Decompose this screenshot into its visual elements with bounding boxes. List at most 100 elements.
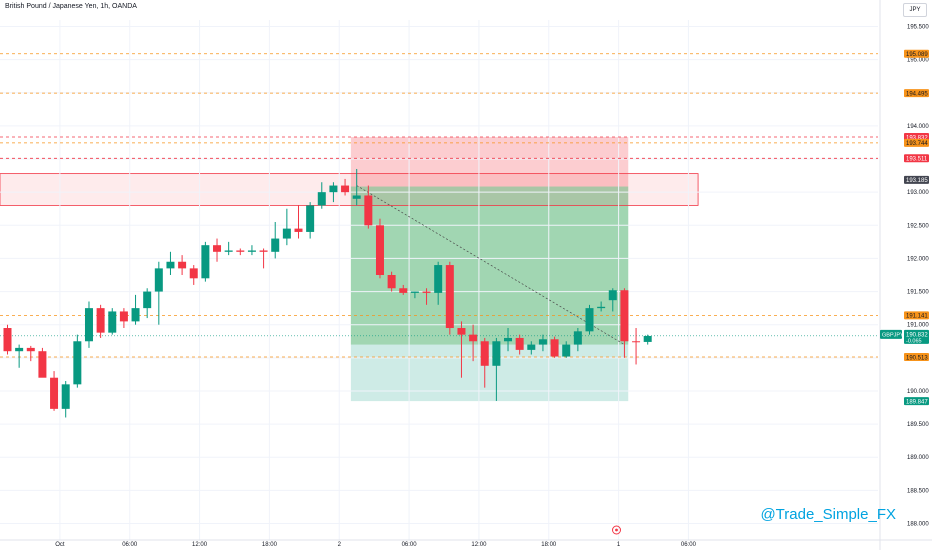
- candle-body[interactable]: [317, 192, 326, 206]
- candle-body[interactable]: [282, 228, 291, 239]
- candle-body[interactable]: [259, 250, 268, 252]
- price-tick-label: 195.000: [907, 58, 929, 64]
- candle-body[interactable]: [492, 341, 501, 366]
- time-tick-label: 2: [338, 542, 342, 548]
- candle-body[interactable]: [84, 308, 93, 342]
- level-label-bg: [904, 154, 929, 163]
- chart-title: British Pound / Japanese Yen, 1h, OANDA: [5, 3, 137, 10]
- candle-body[interactable]: [469, 334, 478, 342]
- supply-zone: [0, 173, 699, 206]
- candle-body[interactable]: [119, 311, 128, 322]
- candle-body[interactable]: [3, 328, 12, 352]
- candle-body[interactable]: [457, 328, 466, 335]
- candle-body[interactable]: [166, 261, 175, 269]
- candle-body[interactable]: [632, 341, 641, 343]
- level-label: 191.141: [906, 314, 928, 320]
- price-tag-bg: [904, 397, 929, 406]
- candle-body[interactable]: [96, 308, 105, 333]
- price-tick-label: 188.500: [907, 488, 929, 494]
- time-tick-label: 06:00: [402, 542, 418, 548]
- candle-body[interactable]: [341, 185, 350, 193]
- price-tick-label: 194.000: [907, 124, 929, 130]
- time-tick-label: 18:00: [541, 542, 557, 548]
- time-tick-label: 06:00: [681, 542, 697, 548]
- candle-body[interactable]: [247, 250, 256, 252]
- candle-body[interactable]: [573, 331, 582, 345]
- level-label-bg: [904, 89, 929, 98]
- price-tick-label: 190.000: [907, 389, 929, 395]
- candle-body[interactable]: [352, 195, 361, 199]
- symbol-tag: GBPJPY: [882, 332, 904, 338]
- price-tick-label: 189.500: [907, 422, 929, 428]
- price-tick-label: 192.500: [907, 223, 929, 229]
- level-label: 194.495: [906, 91, 928, 97]
- candle-body[interactable]: [399, 288, 408, 293]
- candle-body[interactable]: [410, 291, 419, 293]
- candle-body[interactable]: [108, 311, 117, 333]
- candle-body[interactable]: [562, 344, 571, 357]
- candle-body[interactable]: [143, 291, 152, 309]
- candle-body[interactable]: [422, 291, 431, 293]
- level-label: 193.744: [906, 141, 928, 147]
- level-label-bg: [904, 49, 929, 58]
- price-tag: 193.185: [906, 178, 928, 184]
- candle-body[interactable]: [50, 377, 59, 409]
- candle-body[interactable]: [61, 384, 70, 409]
- level-label-bg: [904, 138, 929, 147]
- level-label: 193.511: [906, 157, 928, 163]
- price-tick-label: 189.000: [907, 455, 929, 461]
- candle-body[interactable]: [504, 337, 513, 342]
- time-tick-label: 06:00: [122, 542, 138, 548]
- candle-body[interactable]: [608, 290, 617, 301]
- candle-body[interactable]: [585, 308, 594, 332]
- candle-body[interactable]: [189, 268, 198, 279]
- candle-body[interactable]: [306, 205, 315, 232]
- candle-body[interactable]: [375, 225, 384, 275]
- candle-body[interactable]: [643, 335, 652, 342]
- candle-body[interactable]: [26, 347, 35, 352]
- candle-body[interactable]: [597, 306, 606, 309]
- candle-body[interactable]: [515, 337, 524, 350]
- price-tag: 189.847: [906, 399, 928, 405]
- stop-zone: [350, 137, 629, 187]
- candle-body[interactable]: [538, 339, 547, 345]
- alert-icon-dot: [615, 528, 618, 532]
- candle-body[interactable]: [213, 245, 222, 252]
- level-label-bg: [904, 352, 929, 361]
- price-tick-label: 191.000: [907, 323, 929, 329]
- symbol-tag-bg: [880, 329, 902, 339]
- hit-zone: [350, 186, 629, 345]
- candle-body[interactable]: [131, 308, 140, 322]
- candle-body[interactable]: [154, 268, 163, 292]
- current-price-label: 190.832: [906, 332, 928, 338]
- candle-body[interactable]: [527, 344, 536, 350]
- candle-body[interactable]: [201, 245, 210, 279]
- candle-body[interactable]: [480, 341, 489, 366]
- level-label: 195.089: [906, 52, 928, 58]
- candle-body[interactable]: [178, 261, 187, 269]
- candle-body[interactable]: [434, 265, 443, 293]
- candle-body[interactable]: [15, 347, 24, 352]
- candle-body[interactable]: [387, 275, 396, 289]
- candle-body[interactable]: [271, 238, 280, 252]
- candle-body[interactable]: [73, 341, 82, 385]
- currency-button[interactable]: JPY: [903, 3, 927, 17]
- candle-body[interactable]: [364, 195, 373, 226]
- target-zone: [350, 186, 629, 402]
- time-tick-label: 18:00: [262, 542, 278, 548]
- candle-body[interactable]: [294, 228, 303, 232]
- candle-body[interactable]: [550, 339, 559, 357]
- watermark: @Trade_Simple_FX: [760, 506, 896, 523]
- candle-body[interactable]: [38, 351, 47, 378]
- price-tick-label: 192.000: [907, 256, 929, 262]
- time-tick-label: 12:00: [192, 542, 208, 548]
- time-tick-label: 1: [617, 542, 621, 548]
- candle-body[interactable]: [236, 250, 245, 252]
- current-price-change: -0.065: [906, 338, 922, 344]
- candle-body[interactable]: [620, 290, 629, 342]
- alert-icon[interactable]: [612, 525, 621, 535]
- candle-body[interactable]: [224, 250, 233, 252]
- candle-body[interactable]: [329, 185, 338, 193]
- candle-body[interactable]: [445, 265, 454, 329]
